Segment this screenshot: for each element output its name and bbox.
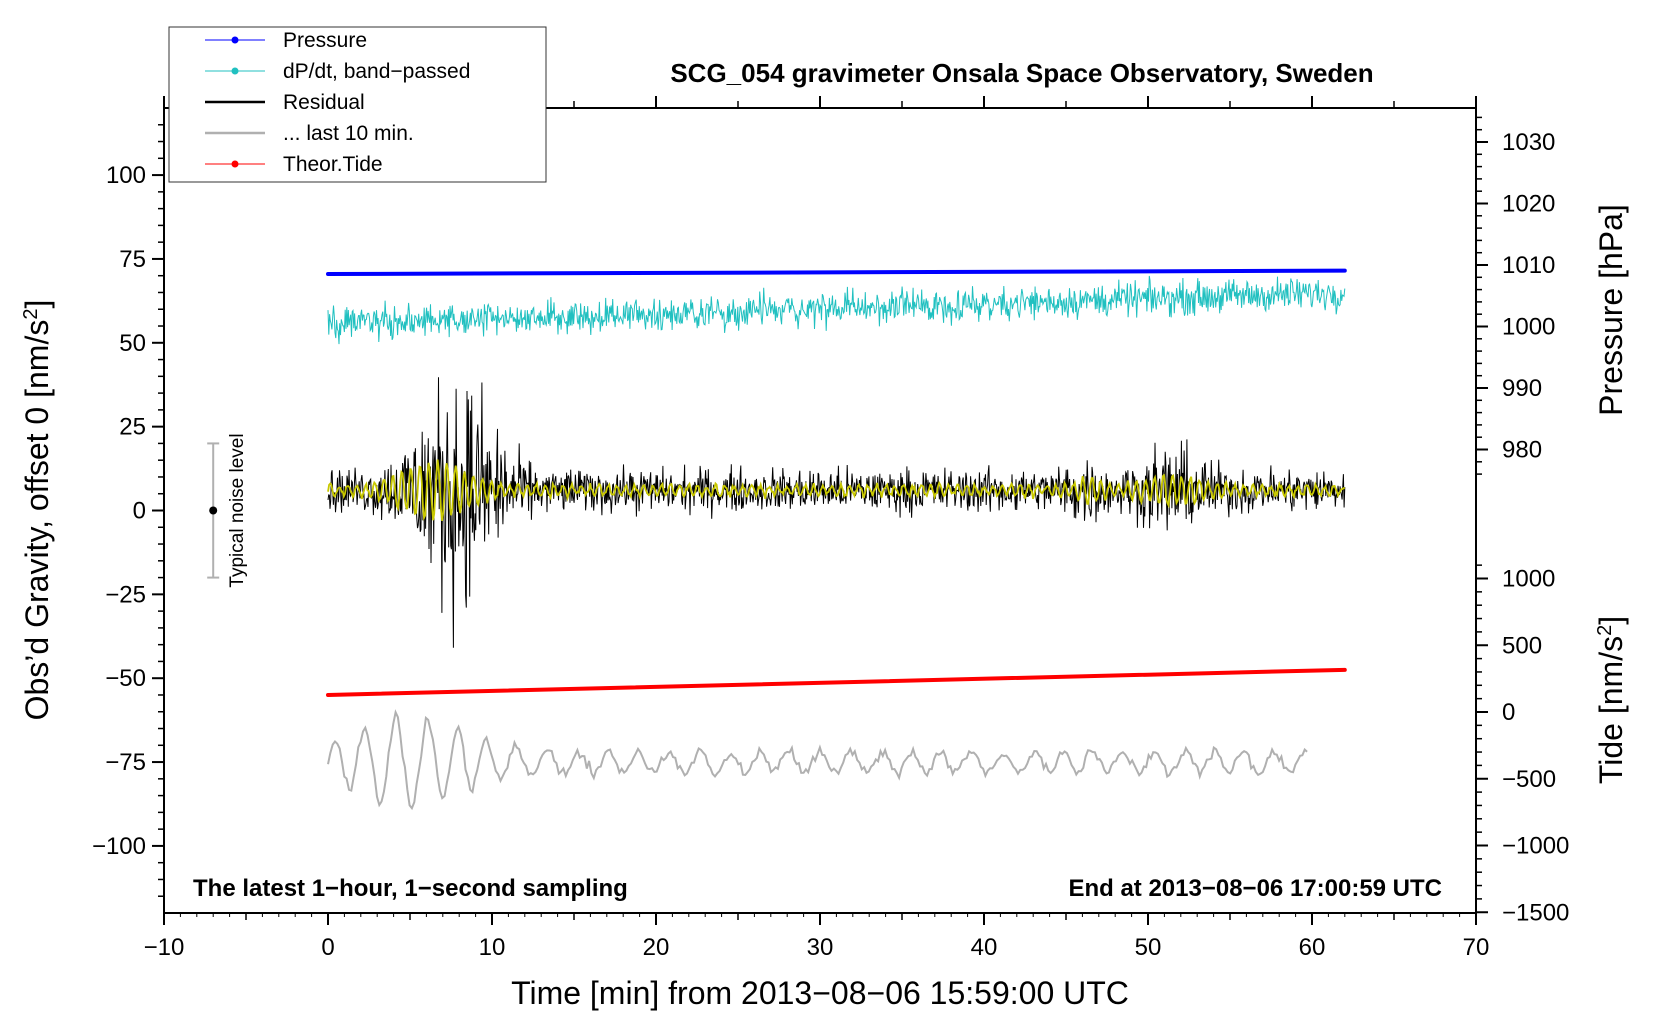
tide-axis-label-main: Tide [nm/s	[1593, 636, 1629, 784]
series-pressure	[326, 268, 1347, 277]
legend-marker-0	[231, 36, 239, 44]
pressure-axis-label: Pressure [hPa]	[1593, 204, 1629, 416]
y-tick-label: 25	[119, 414, 146, 441]
y-tick-label: 100	[106, 162, 146, 189]
legend-box	[168, 26, 547, 183]
noise-bar-center-dot	[209, 506, 218, 515]
y-tick-label: 75	[119, 246, 146, 273]
plot-frame	[163, 107, 1477, 914]
tide-tick-label: −1000	[1502, 833, 1569, 860]
tide-axis-label-sup: 2	[1594, 625, 1616, 636]
x-tick-label: 40	[971, 934, 998, 961]
tide-tick-label: −500	[1502, 766, 1556, 793]
series-dpdt	[327, 275, 1346, 345]
x-tick-label: 10	[479, 934, 506, 961]
legend-label-4: Theor.Tide	[283, 153, 383, 176]
x-axis-label: Time [min] from 2013−08−06 15:59:00 UTC	[511, 975, 1129, 1011]
x-tick-label: 70	[1463, 934, 1490, 961]
x-tick-label: 60	[1299, 934, 1326, 961]
y-tick-label: 50	[119, 330, 146, 357]
tide-axis-label: Tide [nm/s2]	[1593, 616, 1629, 784]
series-residual	[327, 377, 1346, 648]
y-tick-label: −25	[105, 581, 146, 608]
tide-tick-label: −1500	[1502, 899, 1569, 926]
legend-label-0: Pressure	[283, 29, 367, 52]
y-tick-label: 0	[133, 498, 146, 525]
legend: Pressure dP/dt, band−passed Residual ... la…	[168, 26, 547, 183]
pressure-tick-label: 1020	[1502, 191, 1555, 218]
annotation-sampling: The latest 1−hour, 1−second sampling	[193, 875, 628, 902]
x-tick-label: −10	[144, 934, 185, 961]
pressure-tick-label: 1000	[1502, 314, 1555, 341]
chart-title: SCG_054 gravimeter Onsala Space Observat…	[670, 58, 1373, 88]
y-tick-label: −100	[92, 833, 146, 860]
pressure-tick-label: 1030	[1502, 129, 1555, 156]
tide-tick-label: 0	[1502, 699, 1515, 726]
noise-level-label: Typical noise level	[227, 433, 248, 587]
series-last-10-min	[327, 709, 1308, 811]
y-axis-label: Obs’d Gravity, offset 0 [nm/s2]	[19, 300, 55, 721]
pressure-tick-label: 1010	[1502, 252, 1555, 279]
tide-axis-label-close: ]	[1593, 616, 1629, 625]
x-tick-label: 30	[807, 934, 834, 961]
series-theor-tide	[326, 667, 1347, 697]
y-tick-label: −75	[105, 749, 146, 776]
y-axis-label-close: ]	[19, 300, 55, 309]
legend-marker-1	[231, 67, 239, 75]
x-tick-label: 50	[1135, 934, 1162, 961]
x-tick-label: 0	[321, 934, 334, 961]
pressure-tick-label: 980	[1502, 437, 1542, 464]
annotation-end-time: End at 2013−08−06 17:00:59 UTC	[1068, 875, 1442, 902]
tick-marks: −10 0 10 20 30 40 50 60 70−100−75−50−25025507510…	[92, 96, 1569, 961]
y-tick-label: −50	[105, 665, 146, 692]
legend-label-3: ... last 10 min.	[283, 122, 414, 145]
legend-label-2: Residual	[283, 91, 365, 114]
x-tick-label: 20	[643, 934, 670, 961]
y-axis-label-main: Obs’d Gravity, offset 0 [nm/s	[19, 320, 55, 721]
legend-label-1: dP/dt, band−passed	[283, 60, 470, 83]
pressure-tick-label: 990	[1502, 375, 1542, 402]
noise-level-bar: Typical noise level	[207, 433, 248, 588]
data-series	[326, 268, 1347, 811]
y-axis-label-sup: 2	[20, 309, 42, 320]
legend-marker-4	[231, 160, 239, 168]
series-residual-filtered	[327, 459, 1346, 522]
tide-tick-label: 1000	[1502, 566, 1555, 593]
tide-tick-label: 500	[1502, 632, 1542, 659]
